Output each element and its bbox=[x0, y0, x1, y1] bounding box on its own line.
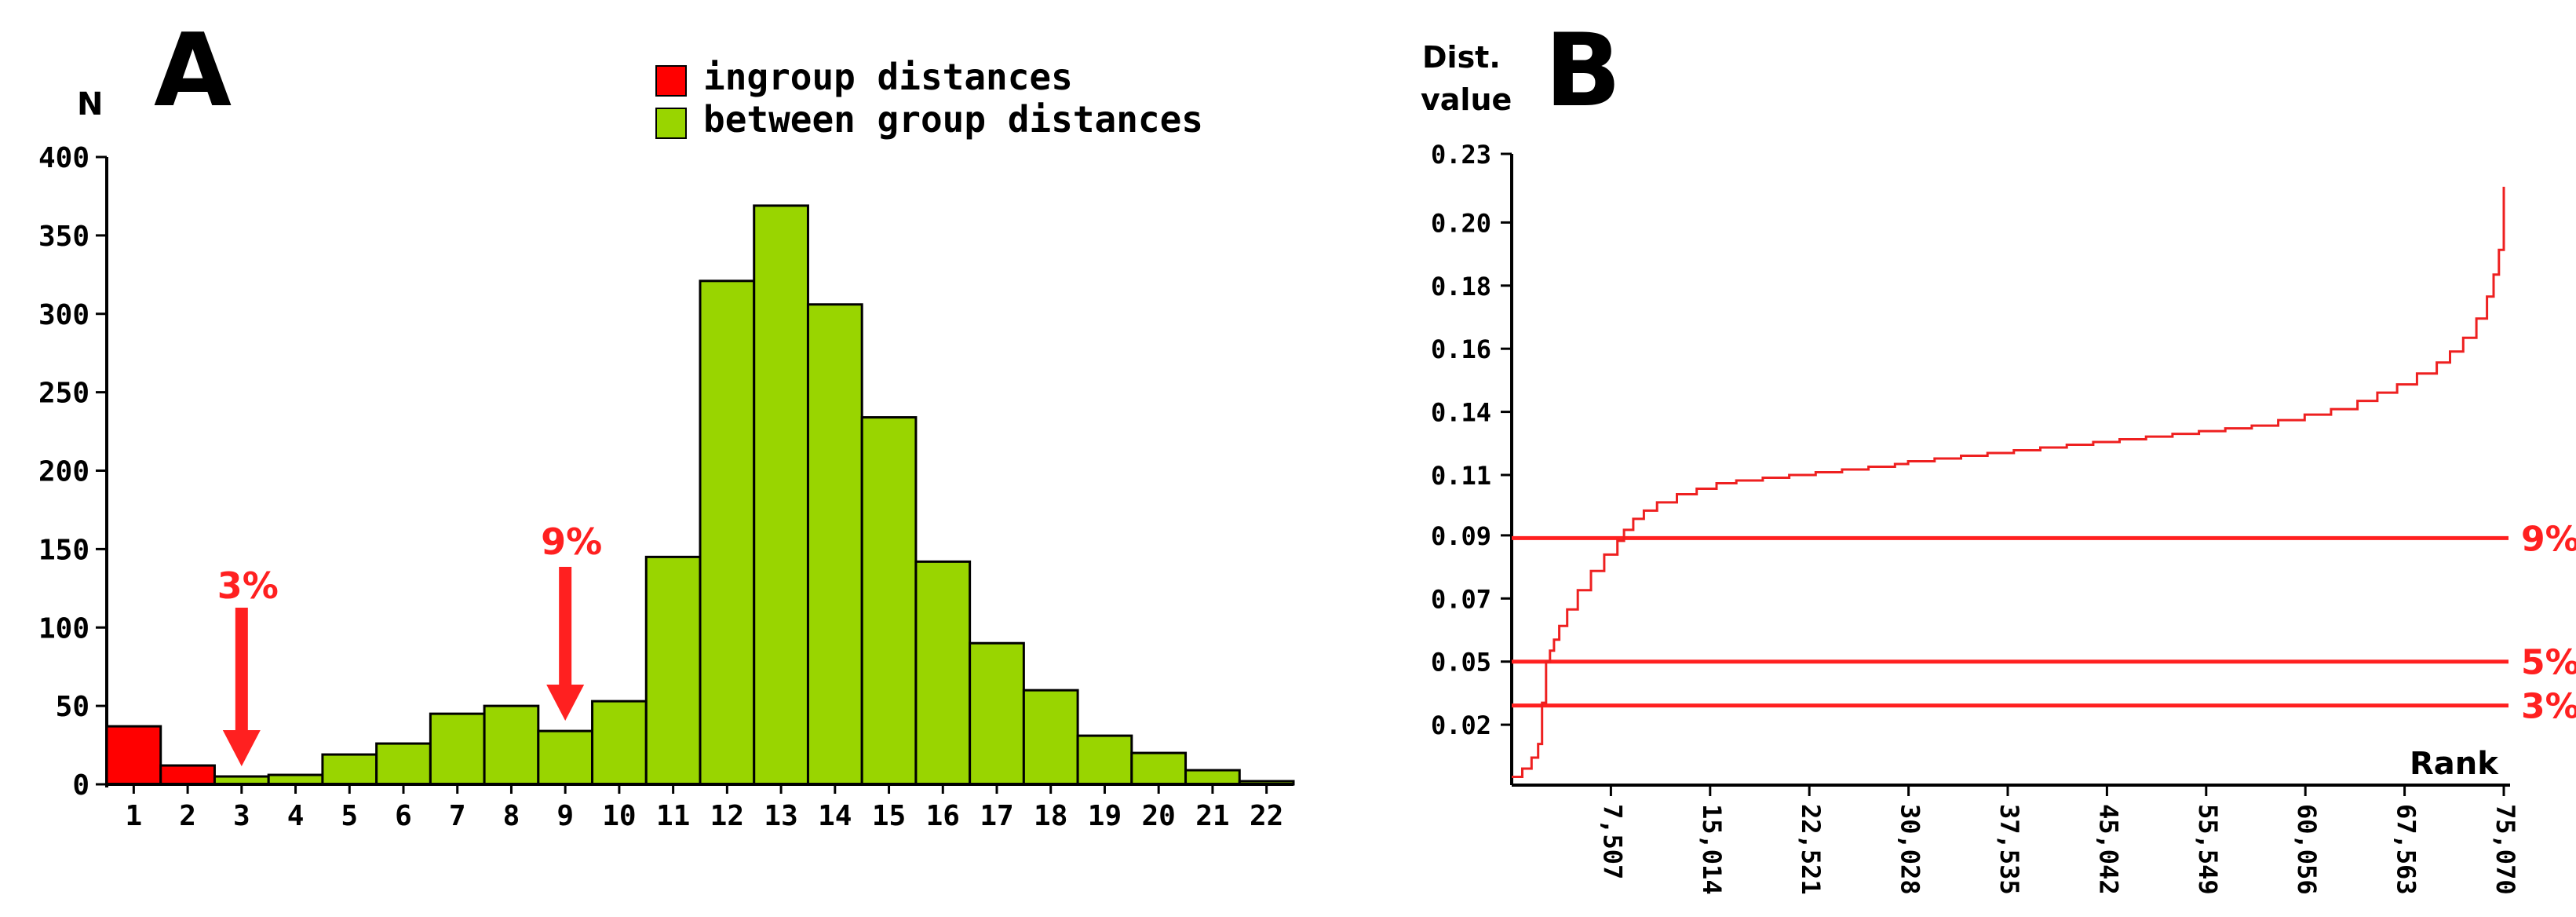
x-tick-label-b: 30,028 bbox=[1896, 804, 1925, 895]
x-tick-label-a: 7 bbox=[449, 800, 466, 832]
x-tick-label-b: 7,507 bbox=[1597, 804, 1627, 879]
threshold-label-9pct: 9% bbox=[2521, 519, 2576, 559]
y-tick-label-a: 350 bbox=[38, 221, 89, 253]
bar-between-8 bbox=[483, 704, 540, 786]
x-tick-label-a: 3 bbox=[233, 800, 250, 832]
y-tick-label-a: 150 bbox=[38, 534, 89, 566]
x-tick-label-a: 20 bbox=[1142, 800, 1176, 832]
x-tick-label-a: 21 bbox=[1195, 800, 1229, 832]
y-tick-label-b: 0.23 bbox=[1431, 140, 1491, 170]
x-tick-label-a: 9 bbox=[556, 800, 574, 832]
bar-between-12 bbox=[699, 279, 756, 786]
x-tick-label-b: 75,070 bbox=[2490, 804, 2520, 895]
annotation-arrow-shaft bbox=[559, 567, 572, 686]
y-tick-label-b: 0.02 bbox=[1431, 711, 1491, 740]
panel-b-label: B bbox=[1545, 13, 1622, 130]
legend-swatch-ingroup bbox=[655, 65, 687, 97]
y-tick-label-b: 0.16 bbox=[1431, 334, 1491, 364]
threshold-label-5pct: 5% bbox=[2521, 643, 2576, 683]
y-tick-label-a: 50 bbox=[56, 691, 89, 723]
x-tick-label-b: 37,535 bbox=[1994, 804, 2024, 895]
x-tick-label-b: 22,521 bbox=[1796, 804, 1826, 895]
legend-swatch-between bbox=[655, 108, 687, 139]
legend-label-between: between group distances bbox=[703, 98, 1203, 141]
y-tick-label-b: 0.09 bbox=[1431, 521, 1491, 551]
x-tick-label-a: 5 bbox=[341, 800, 358, 832]
annotation-arrow-head bbox=[222, 730, 261, 766]
panel-a-label: A bbox=[154, 13, 232, 130]
annotation-arrow-shaft bbox=[235, 608, 248, 732]
x-tick-label-a: 16 bbox=[926, 800, 960, 832]
bar-between-14 bbox=[806, 303, 863, 786]
x-tick-label-b: 45,042 bbox=[2093, 804, 2123, 895]
y-tick-label-b: 0.20 bbox=[1431, 208, 1491, 238]
y-tick-label-b: 0.18 bbox=[1431, 272, 1491, 301]
x-tick-label-a: 19 bbox=[1088, 800, 1122, 832]
annotation-label-9pct: 9% bbox=[541, 521, 602, 563]
panel-b-ylabel-line1: Dist. bbox=[1422, 40, 1501, 75]
y-tick-label-a: 250 bbox=[38, 378, 89, 410]
bar-between-20 bbox=[1130, 751, 1188, 786]
x-tick-label-a: 1 bbox=[126, 800, 143, 832]
bar-between-17 bbox=[969, 641, 1025, 786]
y-tick-label-a: 0 bbox=[72, 769, 89, 802]
x-tick-label-b: 67,563 bbox=[2392, 804, 2421, 895]
x-tick-label-a: 4 bbox=[287, 800, 305, 832]
y-tick-label-b: 0.11 bbox=[1431, 461, 1491, 491]
x-tick-label-b: 55,549 bbox=[2193, 804, 2223, 895]
annotation-arrow-head bbox=[546, 685, 585, 721]
x-tick-label-b: 15,014 bbox=[1697, 804, 1727, 895]
y-tick-label-a: 100 bbox=[38, 612, 89, 645]
x-tick-label-a: 15 bbox=[872, 800, 906, 832]
panel-a-ylabel: N bbox=[77, 86, 103, 122]
annotation-label-3pct: 3% bbox=[217, 564, 279, 607]
x-tick-label-a: 18 bbox=[1034, 800, 1067, 832]
x-tick-label-a: 11 bbox=[656, 800, 690, 832]
x-tick-label-a: 6 bbox=[395, 800, 412, 832]
bar-between-7 bbox=[429, 712, 486, 786]
bar-ingroup-1 bbox=[105, 725, 162, 786]
y-tick-label-b: 0.05 bbox=[1431, 648, 1491, 678]
bar-between-15 bbox=[860, 416, 918, 786]
bar-between-18 bbox=[1022, 689, 1079, 786]
y-tick-label-a: 300 bbox=[38, 299, 89, 331]
x-tick-label-a: 17 bbox=[980, 800, 1013, 832]
y-tick-label-a: 200 bbox=[38, 456, 89, 488]
bar-between-19 bbox=[1076, 734, 1133, 786]
bar-between-21 bbox=[1184, 769, 1241, 786]
bar-between-10 bbox=[591, 700, 648, 786]
panel-b-xlabel: Rank bbox=[2410, 746, 2499, 782]
panel-b-ylabel-line2: value bbox=[1421, 82, 1512, 117]
y-tick-label-a: 400 bbox=[38, 142, 89, 174]
y-tick-label-b: 0.07 bbox=[1431, 584, 1491, 614]
bar-between-13 bbox=[753, 204, 809, 786]
x-tick-label-a: 2 bbox=[179, 800, 196, 832]
x-tick-label-a: 13 bbox=[764, 800, 797, 832]
bar-between-16 bbox=[914, 560, 972, 786]
threshold-label-3pct: 3% bbox=[2521, 687, 2576, 727]
bar-between-6 bbox=[375, 742, 432, 786]
bar-between-11 bbox=[644, 555, 702, 786]
x-tick-label-a: 22 bbox=[1250, 800, 1283, 832]
distance-curve bbox=[1512, 186, 2505, 778]
x-tick-label-a: 8 bbox=[503, 800, 520, 832]
bar-between-9 bbox=[537, 729, 594, 786]
bar-ingroup-2 bbox=[159, 764, 216, 786]
x-tick-label-a: 14 bbox=[818, 800, 852, 832]
y-tick-label-b: 0.14 bbox=[1431, 398, 1491, 428]
legend-label-ingroup: ingroup distances bbox=[703, 56, 1073, 98]
x-tick-label-a: 12 bbox=[710, 800, 744, 832]
bar-between-5 bbox=[321, 753, 378, 786]
x-tick-label-a: 10 bbox=[602, 800, 636, 832]
x-tick-label-b: 60,056 bbox=[2292, 804, 2322, 895]
